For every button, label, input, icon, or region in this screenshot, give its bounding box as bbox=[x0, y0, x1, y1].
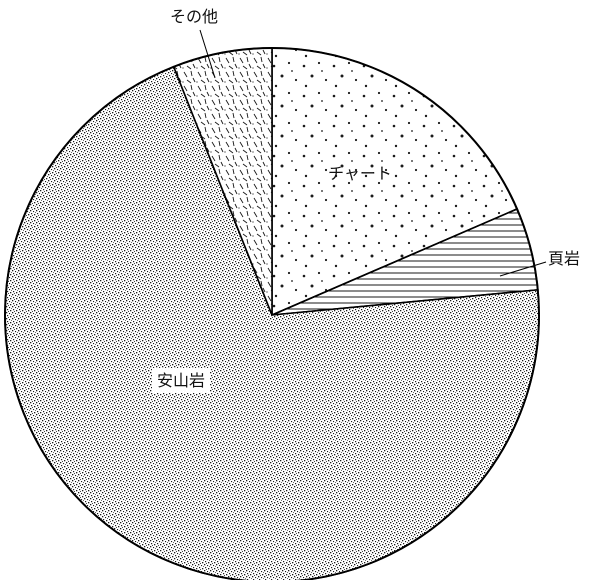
pie-outline bbox=[4, 47, 540, 580]
slice-label-background bbox=[152, 368, 211, 393]
leader-line-3 bbox=[199, 29, 216, 79]
slice-label-3: その他 bbox=[170, 7, 218, 26]
slice-label-1: 頁岩 bbox=[548, 249, 580, 268]
slice-label-2: 安山岩 bbox=[157, 371, 205, 390]
slice-label-0: チャート bbox=[328, 164, 392, 183]
leader-line-1 bbox=[499, 261, 547, 277]
